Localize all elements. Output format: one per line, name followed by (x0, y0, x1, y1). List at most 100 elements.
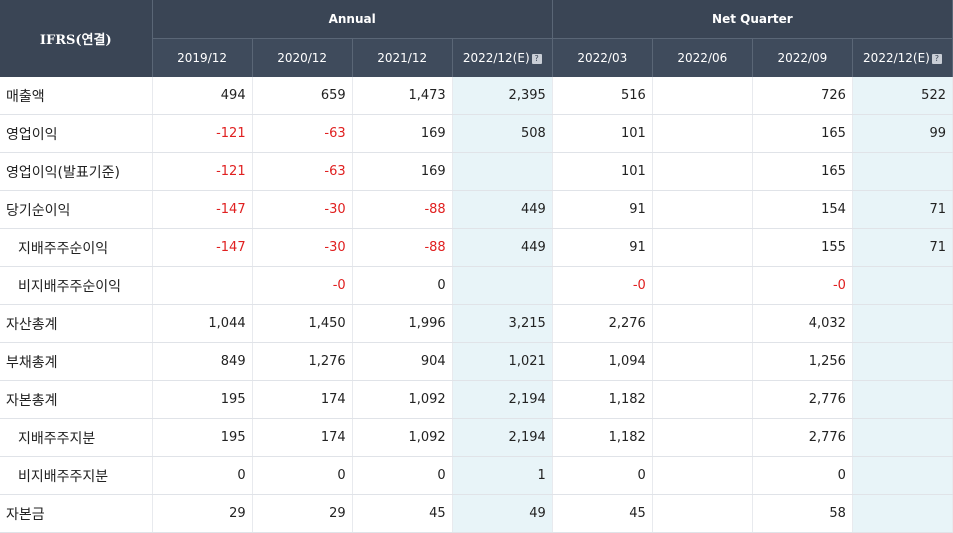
table-cell: 29 (152, 494, 253, 533)
table-cell: -88 (352, 190, 453, 229)
table-row: 당기순이익 -147 -30 -88 449 91 154 71 (0, 190, 953, 229)
table-cell: 154 (752, 190, 853, 229)
row-label: 자산총계 (0, 304, 153, 343)
table-row: 영업이익 -121 -63 169 508 101 165 99 (0, 114, 953, 153)
table-cell: 101 (552, 114, 653, 153)
row-label: 지배주주지분 (0, 418, 153, 457)
row-label: 매출액 (0, 77, 153, 115)
table-cell (652, 342, 753, 381)
row-label: 영업이익 (0, 114, 153, 153)
table-cell (652, 456, 753, 495)
table-cell: 516 (552, 77, 653, 115)
table-cell (852, 380, 953, 419)
column-header: 2022/06 (652, 38, 753, 77)
table-cell (652, 380, 753, 419)
table-row: 자본총계 195 174 1,092 2,194 1,182 2,776 (0, 380, 953, 419)
column-header: 2020/12 (252, 38, 353, 77)
table-cell: 0 (152, 456, 253, 495)
table-cell: 0 (252, 456, 353, 495)
row-label: 부채총계 (0, 342, 153, 381)
table-cell (452, 152, 553, 191)
column-header: 2021/12 (352, 38, 453, 77)
table-cell: 1,021 (452, 342, 553, 381)
table-cell: 29 (252, 494, 353, 533)
table-cell: 71 (852, 228, 953, 267)
table-cell: 1 (452, 456, 553, 495)
table-cell (652, 304, 753, 343)
column-header: 2022/12(E)? (852, 38, 953, 77)
table-cell: 195 (152, 418, 253, 457)
table-row: 매출액 494 659 1,473 2,395 516 726 522 (0, 77, 953, 115)
table-cell: 849 (152, 342, 253, 381)
table-cell: 1,473 (352, 77, 453, 115)
table-cell (152, 266, 253, 305)
table-cell (852, 152, 953, 191)
table-row: 부채총계 849 1,276 904 1,021 1,094 1,256 (0, 342, 953, 381)
table-cell (652, 114, 753, 153)
row-label: 비지배주주순이익 (0, 266, 153, 305)
table-cell: -63 (252, 114, 353, 153)
table-row: 자산총계 1,044 1,450 1,996 3,215 2,276 4,032 (0, 304, 953, 343)
table-cell: 165 (752, 114, 853, 153)
row-label: 자본금 (0, 494, 153, 533)
table-cell (652, 228, 753, 267)
table-cell: 1,450 (252, 304, 353, 343)
row-label: 지배주주순이익 (0, 228, 153, 267)
table-row: 비지배주주순이익 -0 0 -0 -0 (0, 266, 953, 305)
table-cell: 71 (852, 190, 953, 229)
column-header: 2022/03 (552, 38, 653, 77)
table-cell: 449 (452, 228, 553, 267)
table-row: 영업이익(발표기준) -121 -63 169 101 165 (0, 152, 953, 191)
table-cell: -147 (152, 228, 253, 267)
table-cell (652, 418, 753, 457)
table-cell: 522 (852, 77, 953, 115)
table-cell: 508 (452, 114, 553, 153)
table-row: 지배주주지분 195 174 1,092 2,194 1,182 2,776 (0, 418, 953, 457)
table-cell: 91 (552, 190, 653, 229)
table-cell: 449 (452, 190, 553, 229)
table-cell: 1,092 (352, 380, 453, 419)
row-label: 당기순이익 (0, 190, 153, 229)
table-cell: 99 (852, 114, 953, 153)
table-cell: 1,276 (252, 342, 353, 381)
table-cell: -121 (152, 114, 253, 153)
table-cell (852, 418, 953, 457)
table-cell (852, 266, 953, 305)
table-cell: 4,032 (752, 304, 853, 343)
table-cell (852, 342, 953, 381)
table-cell: 1,044 (152, 304, 253, 343)
table-cell: 904 (352, 342, 453, 381)
table-cell: 155 (752, 228, 853, 267)
table-cell: 1,996 (352, 304, 453, 343)
table-cell: 45 (552, 494, 653, 533)
table-cell: 91 (552, 228, 653, 267)
help-icon[interactable]: ? (531, 54, 542, 64)
table-cell: 2,194 (452, 380, 553, 419)
table-cell: 165 (752, 152, 853, 191)
table-cell: 2,776 (752, 380, 853, 419)
row-label: 자본총계 (0, 380, 153, 419)
table-row: 지배주주순이익 -147 -30 -88 449 91 155 71 (0, 228, 953, 267)
row-label: 비지배주주지분 (0, 456, 153, 495)
table-cell: -30 (252, 190, 353, 229)
table-cell: 2,276 (552, 304, 653, 343)
table-cell (652, 494, 753, 533)
table-cell: -63 (252, 152, 353, 191)
table-cell (852, 494, 953, 533)
table-cell: 1,182 (552, 418, 653, 457)
help-icon[interactable]: ? (931, 54, 942, 64)
table-cell (852, 456, 953, 495)
table-cell: 0 (352, 456, 453, 495)
table-cell: 1,094 (552, 342, 653, 381)
table-cell (452, 266, 553, 305)
row-label: 영업이익(발표기준) (0, 152, 153, 191)
table-cell: -88 (352, 228, 453, 267)
table-cell: 1,092 (352, 418, 453, 457)
table-cell (652, 190, 753, 229)
table-cell: 2,194 (452, 418, 553, 457)
table-cell: 1,182 (552, 380, 653, 419)
table-cell (852, 304, 953, 343)
table-cell: 58 (752, 494, 853, 533)
table-cell: 174 (252, 418, 353, 457)
table-cell (652, 266, 753, 305)
